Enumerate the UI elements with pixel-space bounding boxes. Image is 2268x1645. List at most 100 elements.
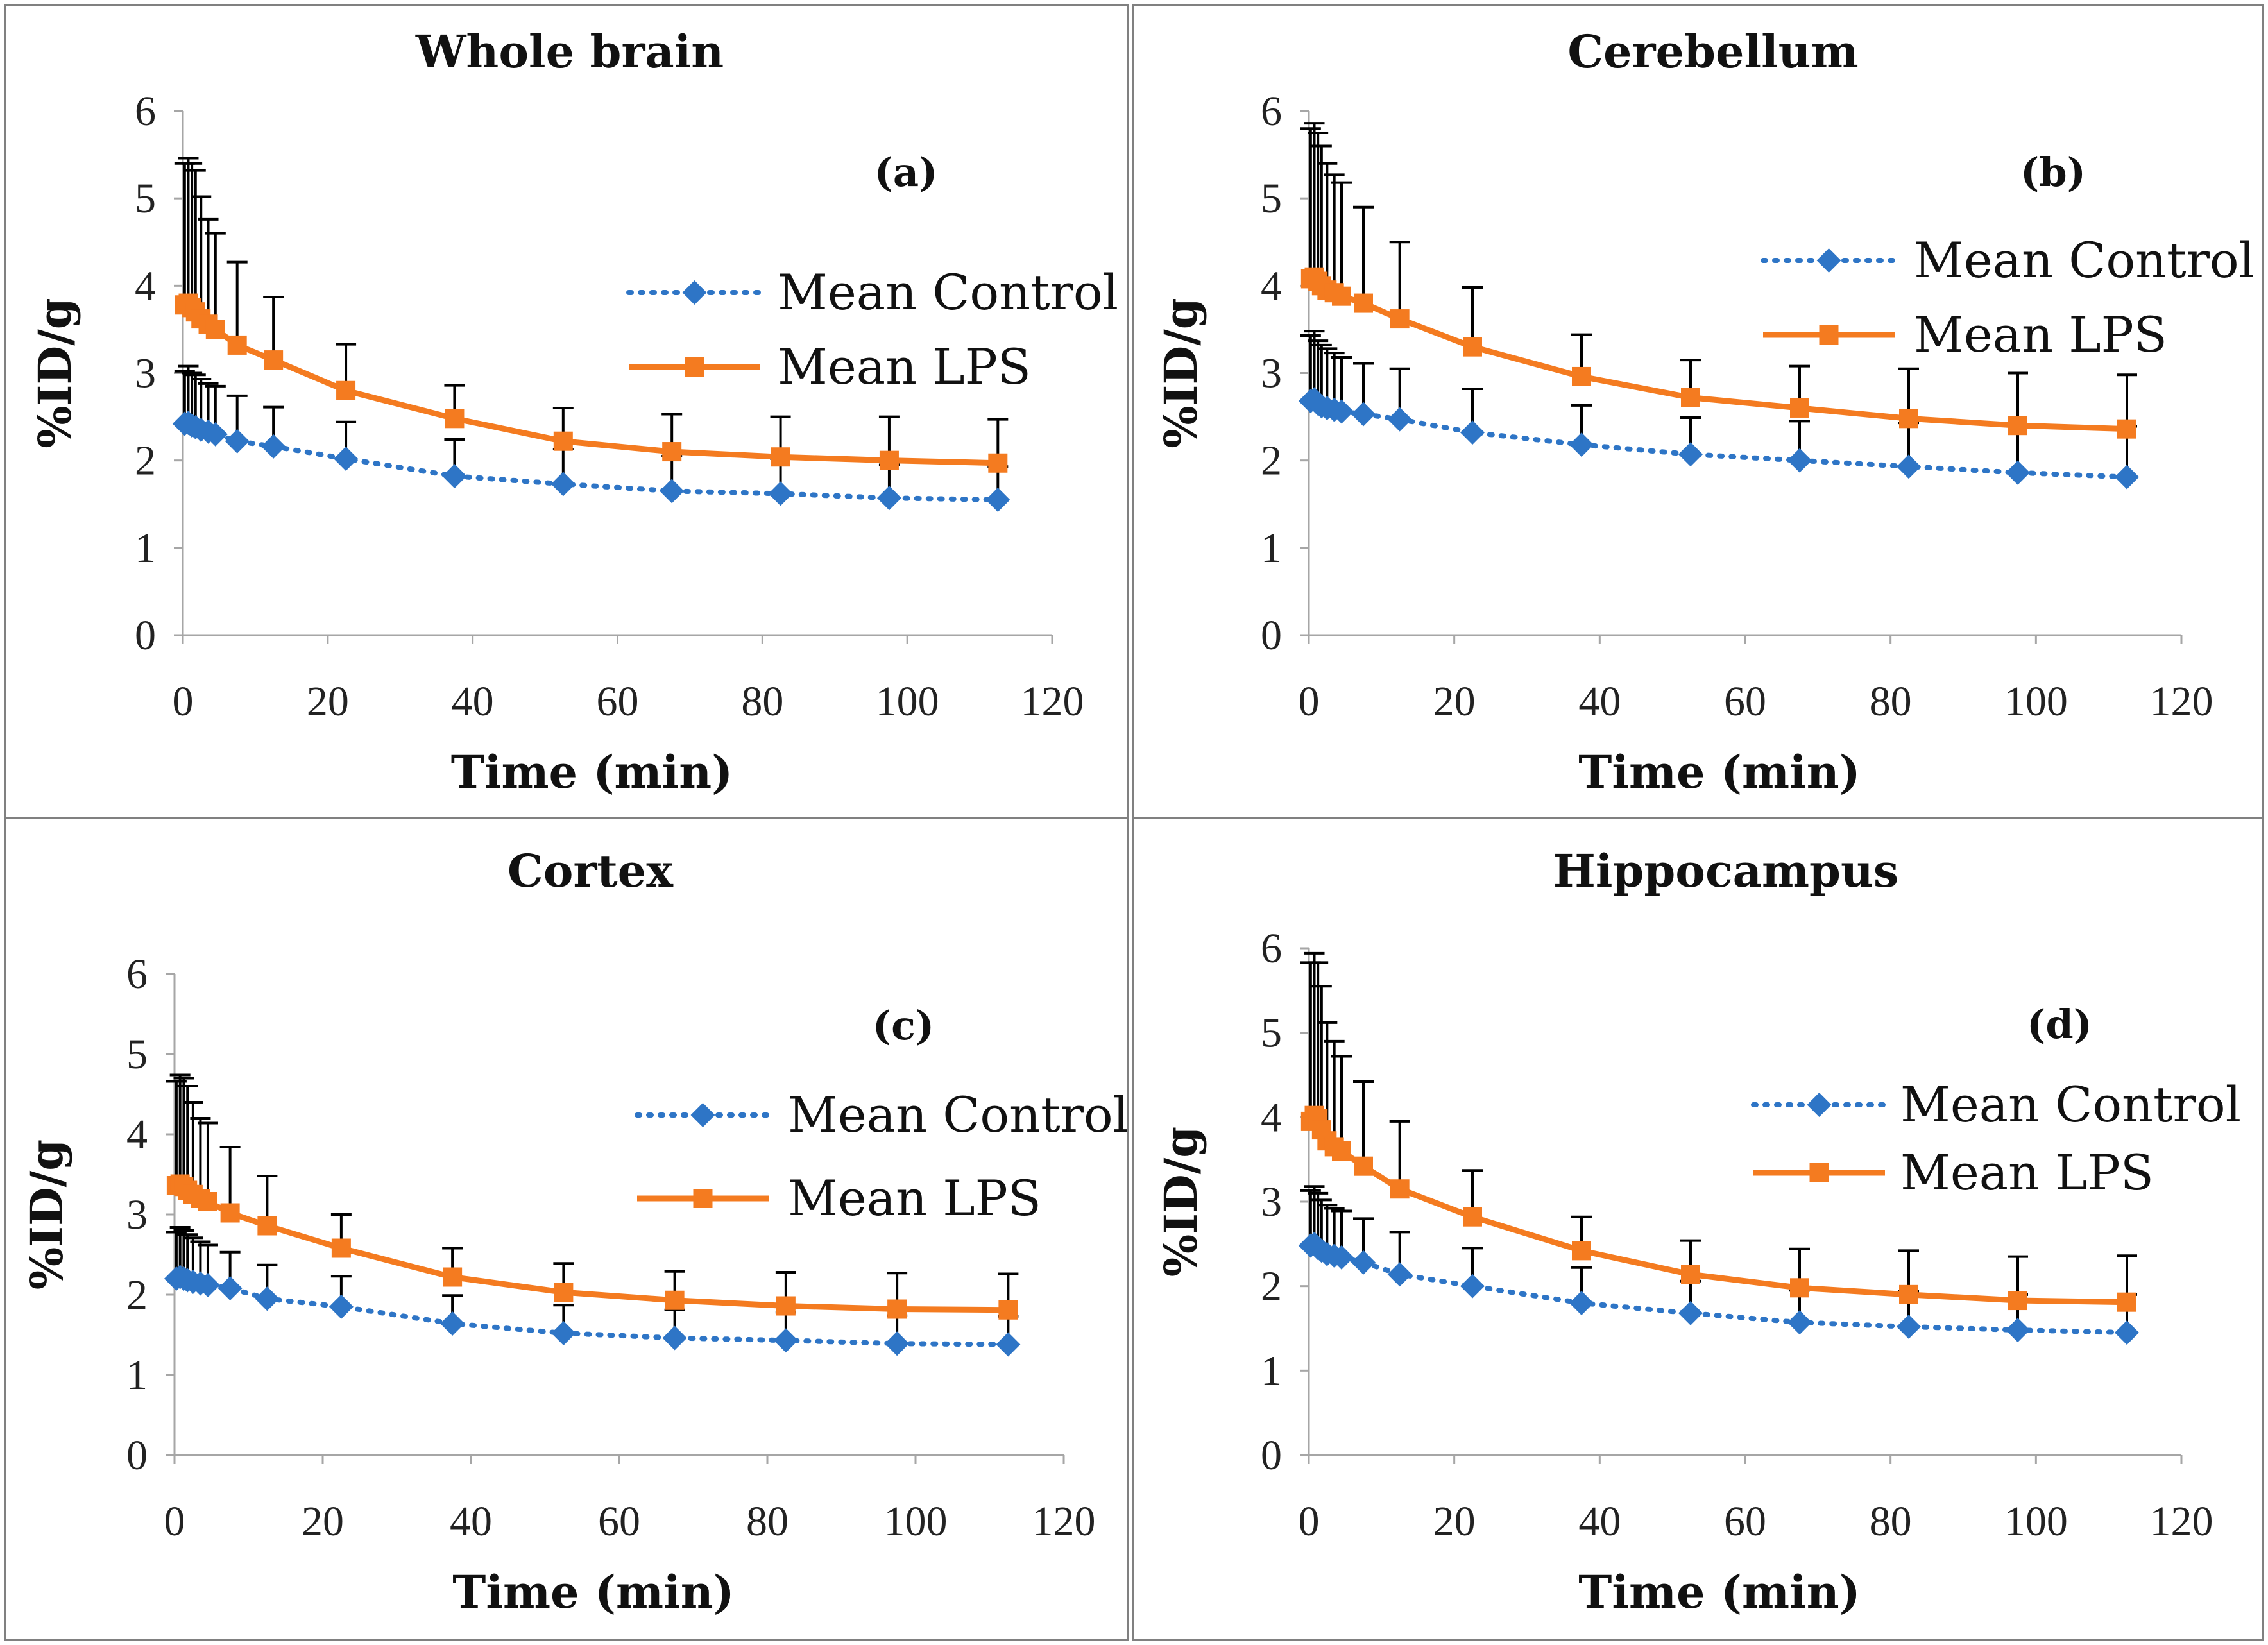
legend: Mean Control Mean LPS xyxy=(1751,1076,2241,1201)
control-point xyxy=(876,486,901,511)
legend-lps-marker xyxy=(693,1189,713,1208)
control-point xyxy=(660,479,685,504)
control-point xyxy=(442,464,467,489)
x-axis-title: Time (min) xyxy=(451,746,733,799)
lps-point xyxy=(1332,1141,1351,1161)
series-lps xyxy=(1300,122,2137,439)
lps-point xyxy=(998,1300,1018,1320)
legend-control-marker xyxy=(690,1103,715,1127)
y-tick-label: 0 xyxy=(1261,1432,1282,1479)
panel-title: Cerebellum xyxy=(1567,25,1858,78)
control-point xyxy=(2115,1320,2139,1345)
legend-control-marker xyxy=(1816,248,1841,273)
lps-point xyxy=(1681,1265,1700,1284)
x-axis-title: Time (min) xyxy=(1578,1565,1860,1619)
x-tick-label: 100 xyxy=(2004,678,2068,725)
control-point xyxy=(1387,1262,1412,1287)
legend-lps-label: Mean LPS xyxy=(1900,1144,2154,1201)
x-tick-label: 60 xyxy=(598,1498,640,1545)
lps-point xyxy=(776,1296,796,1316)
x-tick-label: 40 xyxy=(1578,1498,1621,1545)
control-point xyxy=(1897,454,1921,479)
series-lps xyxy=(1300,951,2137,1312)
y-tick-label: 4 xyxy=(1261,262,1282,309)
y-axis-title: %ID/g xyxy=(20,1139,73,1290)
control-point xyxy=(1329,399,1354,424)
y-tick-label: 2 xyxy=(1261,1263,1282,1310)
lps-point xyxy=(665,1290,685,1310)
control-point xyxy=(550,472,576,497)
control-point xyxy=(1351,402,1376,427)
lps-point xyxy=(662,442,682,462)
x-tick-label: 100 xyxy=(2004,1498,2068,1545)
legend-control-marker xyxy=(1807,1093,1832,1117)
x-axis-title: Time (min) xyxy=(1578,746,1860,799)
control-point xyxy=(440,1311,465,1336)
y-tick-label: 2 xyxy=(1261,438,1282,484)
x-tick-label: 60 xyxy=(1724,678,1766,725)
x-tick-label: 0 xyxy=(1299,1498,1320,1545)
y-tick-label: 2 xyxy=(126,1272,148,1318)
control-point xyxy=(1678,1300,1703,1325)
control-point xyxy=(261,434,286,459)
control-point xyxy=(1569,1291,1594,1315)
y-tick-label: 3 xyxy=(126,1191,148,1238)
x-tick-label: 0 xyxy=(1299,678,1320,725)
lps-point xyxy=(2008,1291,2027,1311)
control-point xyxy=(996,1332,1021,1357)
control-point xyxy=(662,1325,687,1351)
x-tick-label: 80 xyxy=(1870,678,1912,725)
control-point xyxy=(885,1331,910,1356)
legend-lps-label: Mean LPS xyxy=(788,1170,1041,1227)
y-axis-title: %ID/g xyxy=(1154,298,1207,448)
control-point xyxy=(2006,1318,2030,1343)
panel-title: Cortex xyxy=(507,844,674,898)
lps-point xyxy=(331,1238,351,1258)
x-tick-label: 20 xyxy=(1433,678,1476,725)
panel-letter: (c) xyxy=(873,1002,934,1049)
panel-title: Whole brain xyxy=(415,25,724,78)
lps-point xyxy=(2117,419,2136,439)
x-tick-label: 120 xyxy=(1032,1498,1096,1545)
y-tick-label: 5 xyxy=(126,1031,148,1078)
control-point xyxy=(334,446,359,471)
lps-point xyxy=(198,1192,217,1211)
panel-border xyxy=(1132,817,2264,1641)
legend: Mean Control Mean LPS xyxy=(635,1086,1129,1227)
y-tick-label: 6 xyxy=(1261,925,1282,972)
y-tick-label: 1 xyxy=(135,525,156,572)
control-point xyxy=(217,1276,243,1300)
x-tick-label: 100 xyxy=(884,1498,948,1545)
control-point xyxy=(203,422,228,447)
lps-point xyxy=(264,350,284,370)
control-point xyxy=(768,481,793,506)
control-point xyxy=(2115,465,2139,490)
x-tick-label: 60 xyxy=(1724,1498,1766,1545)
control-point xyxy=(1678,442,1703,467)
x-axis-title: Time (min) xyxy=(452,1565,734,1619)
legend-control-label: Mean Control xyxy=(1914,232,2255,289)
y-tick-label: 2 xyxy=(135,438,156,484)
control-point xyxy=(1897,1314,1921,1339)
y-tick-label: 1 xyxy=(1261,1347,1282,1394)
control-point xyxy=(1460,420,1485,445)
control-point xyxy=(195,1273,220,1297)
lps-point xyxy=(1354,1156,1373,1176)
y-tick-label: 5 xyxy=(135,175,156,222)
x-tick-label: 120 xyxy=(1021,678,1084,725)
control-point xyxy=(255,1286,280,1311)
lps-point xyxy=(887,1299,907,1319)
lps-point xyxy=(1463,337,1482,357)
x-tick-label: 40 xyxy=(450,1498,492,1545)
x-tick-label: 20 xyxy=(1433,1498,1476,1545)
lps-point xyxy=(445,409,465,429)
y-tick-label: 6 xyxy=(135,88,156,135)
legend-control-label: Mean Control xyxy=(778,264,1118,321)
lps-point xyxy=(1899,409,1918,429)
y-tick-label: 6 xyxy=(1261,88,1282,135)
x-tick-label: 120 xyxy=(2150,678,2213,725)
lps-point xyxy=(205,320,225,339)
